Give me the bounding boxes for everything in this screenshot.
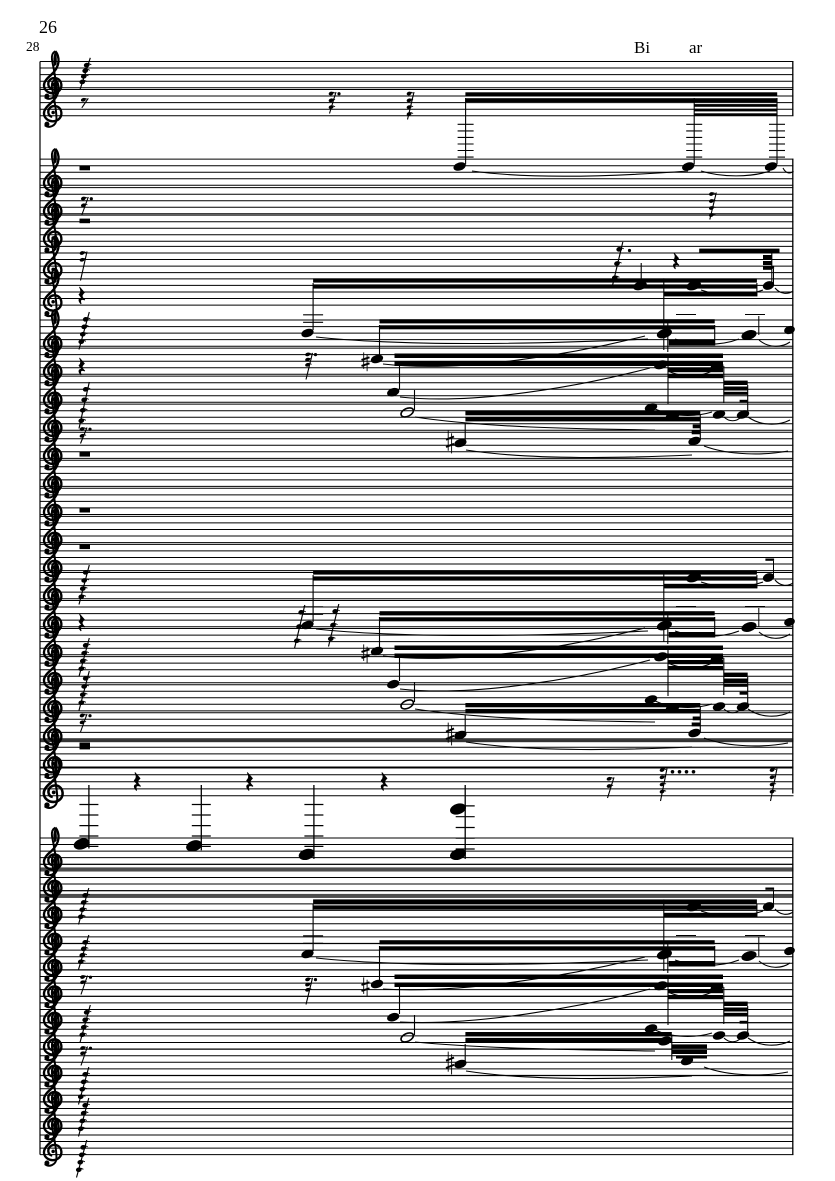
svg-text:26: 26	[39, 17, 57, 37]
svg-text:28: 28	[26, 39, 40, 54]
svg-text:ar: ar	[689, 38, 703, 57]
svg-text:Bi: Bi	[634, 38, 650, 57]
